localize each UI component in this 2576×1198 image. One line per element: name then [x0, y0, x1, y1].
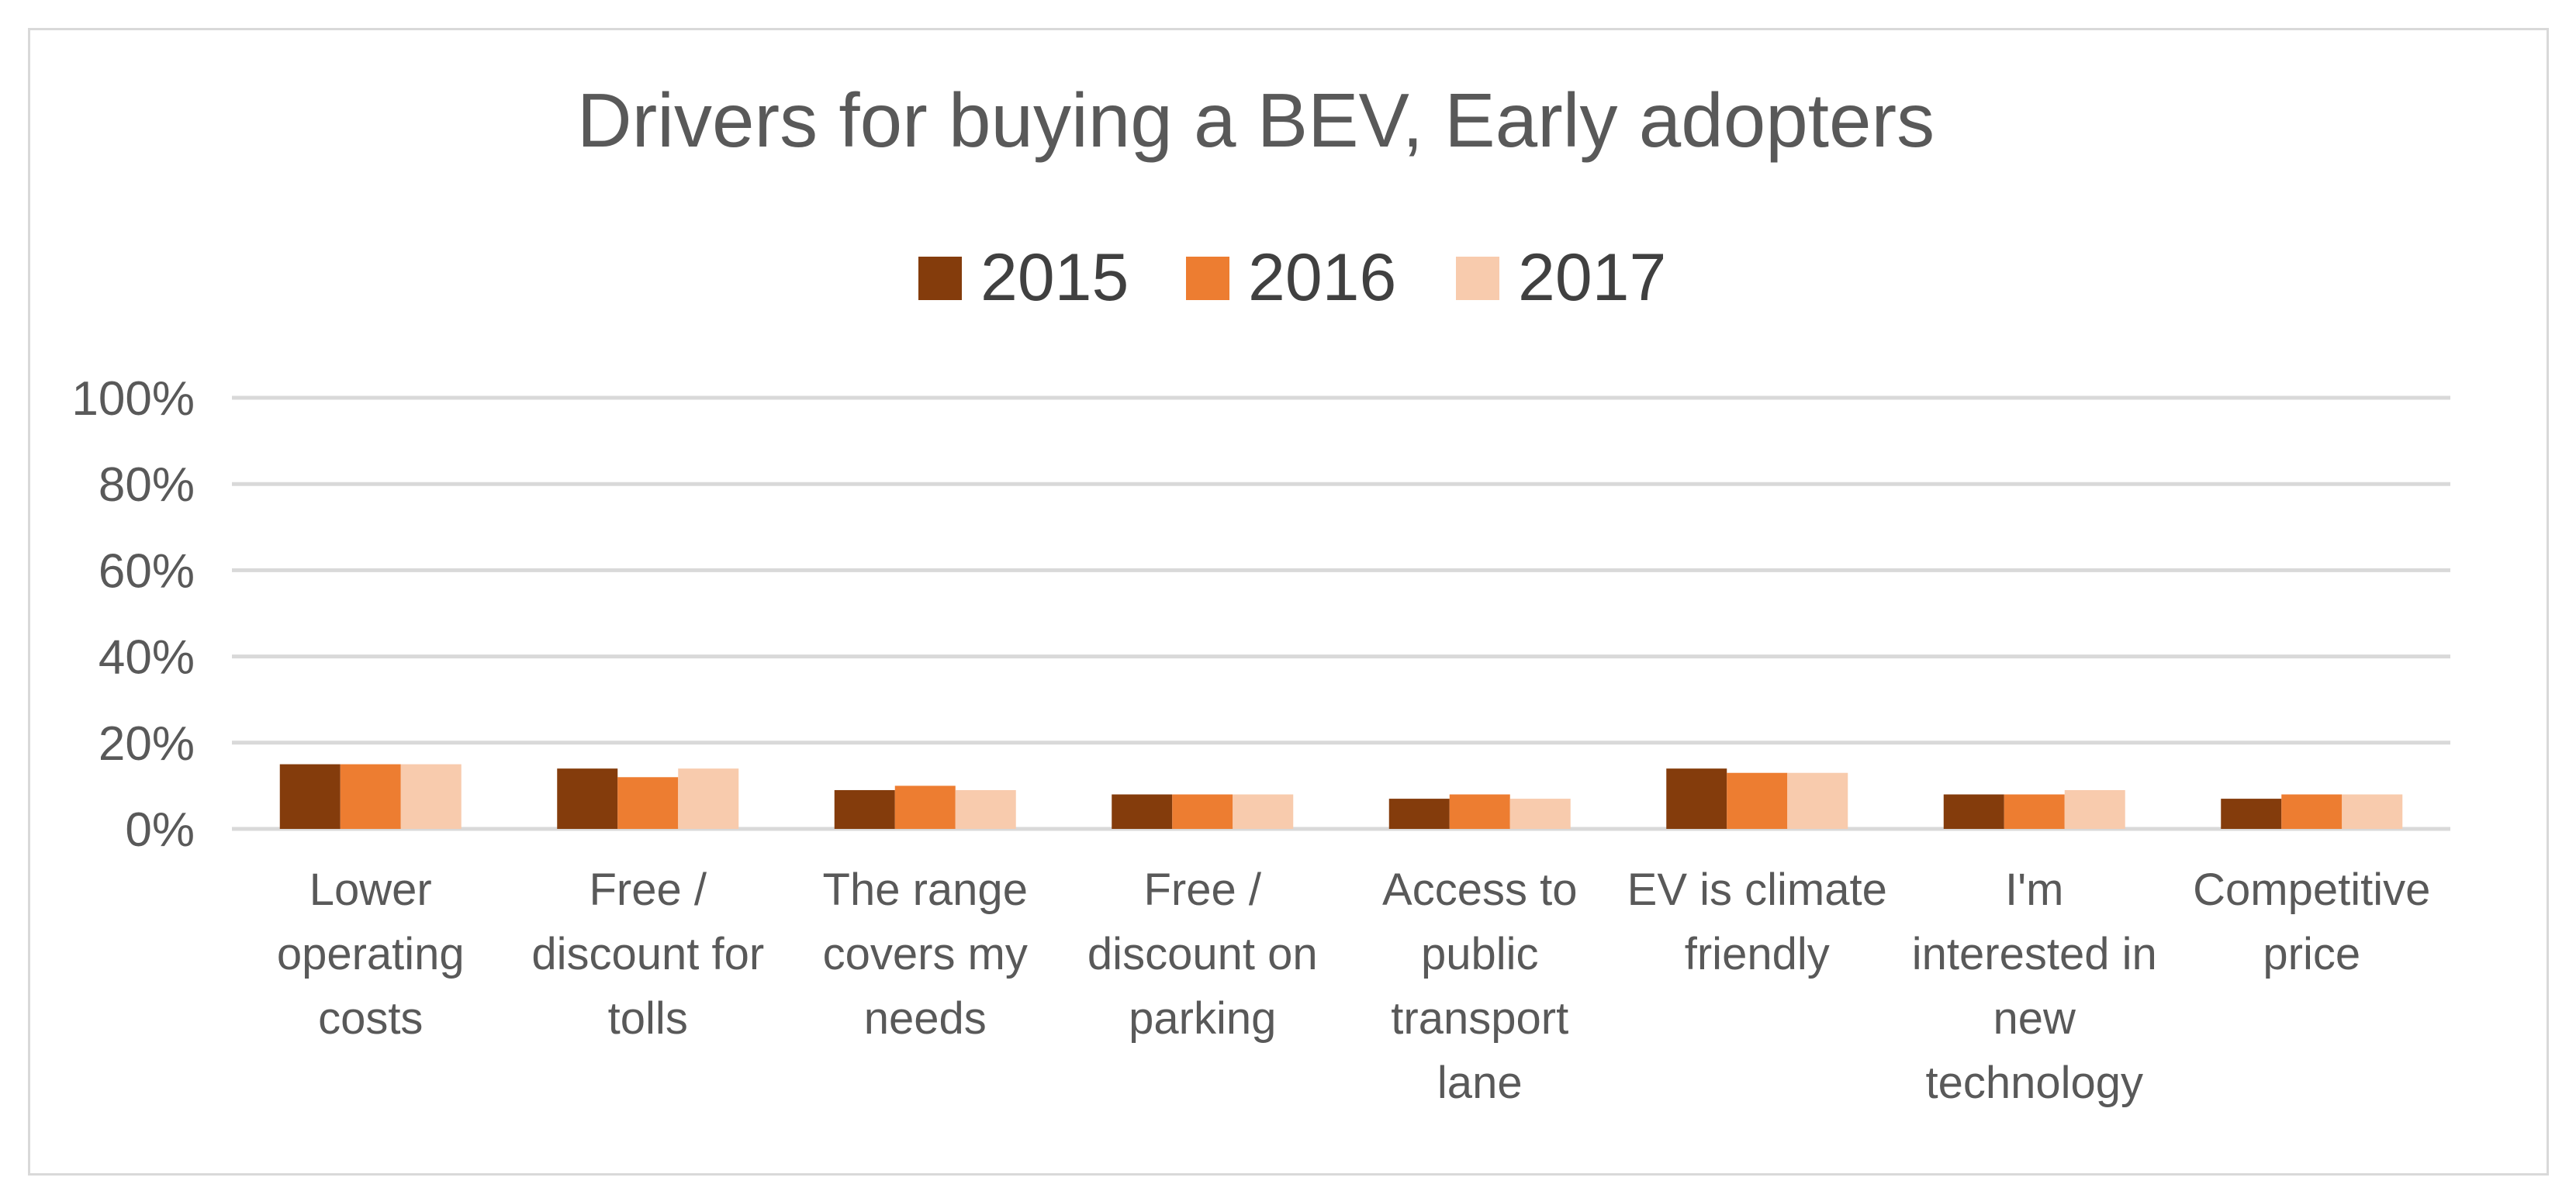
x-category-label: Free / discount for tolls [531, 865, 764, 1044]
bars [279, 764, 2403, 829]
y-tick-label: 40% [99, 631, 195, 685]
bar-2017-2 [678, 768, 739, 829]
x-category-label: The range covers my needs [823, 865, 1028, 1044]
y-tick-label: 0% [125, 803, 195, 857]
legend-label-2017: 2017 [1518, 240, 1666, 315]
bar-2017-7 [2064, 789, 2125, 829]
bar-2017-3 [955, 789, 1016, 829]
bar-2016-3 [894, 785, 956, 829]
bar-2016-7 [2004, 794, 2065, 829]
x-category-label: Access to public transport lane [1382, 865, 1577, 1108]
bar-2015-5 [1388, 799, 1450, 829]
y-axis: 0% 20% 40% 60% 80% 100% [71, 372, 195, 857]
legend-swatch-2017 [1456, 257, 1499, 300]
x-category-label: Competitive price [2193, 865, 2430, 979]
legend-label-2016: 2016 [1248, 240, 1396, 315]
bar-2016-1 [340, 764, 401, 829]
legend: 2015 2016 2017 [918, 240, 1666, 315]
x-category-label: I'm interested in new technology [1912, 865, 2157, 1108]
gridlines [232, 395, 2450, 831]
bar-2016-4 [1172, 794, 1233, 829]
x-category-label: Lower operating costs [277, 865, 465, 1044]
y-tick-label: 100% [71, 372, 195, 426]
legend-label-2015: 2015 [980, 240, 1129, 315]
bar-2017-5 [1509, 799, 1571, 829]
bar-2016-8 [2281, 794, 2343, 829]
bar-2016-5 [1449, 794, 1510, 829]
bar-2015-2 [557, 768, 618, 829]
bar-2015-7 [1943, 794, 2004, 829]
bar-2017-1 [400, 764, 462, 829]
bar-2015-6 [1666, 768, 1727, 829]
x-category-label: EV is climate friendly [1627, 865, 1887, 979]
bar-2016-6 [1727, 772, 1788, 829]
bar-2015-8 [2221, 799, 2282, 829]
chart-frame: Drivers for buying a BEV, Early adopters… [28, 28, 2549, 1176]
bar-2015-4 [1112, 794, 1173, 829]
bar-2015-3 [834, 789, 895, 829]
y-tick-label: 60% [99, 544, 195, 598]
y-tick-label: 20% [99, 717, 195, 771]
legend-swatch-2015 [918, 257, 962, 300]
chart-title: Drivers for buying a BEV, Early adopters [577, 78, 1935, 163]
legend-swatch-2016 [1186, 257, 1229, 300]
bar-2017-8 [2342, 794, 2403, 829]
bar-chart: Drivers for buying a BEV, Early adopters… [71, 78, 2450, 1108]
x-axis: Lower operating costs Free / discount for tol… [277, 865, 2431, 1108]
bar-2017-4 [1233, 794, 1294, 829]
bar-2017-6 [1787, 772, 1848, 829]
y-tick-label: 80% [99, 458, 195, 512]
bar-2015-1 [279, 764, 341, 829]
bar-2016-2 [617, 777, 679, 829]
x-category-label: Free / discount on parking [1087, 865, 1318, 1044]
